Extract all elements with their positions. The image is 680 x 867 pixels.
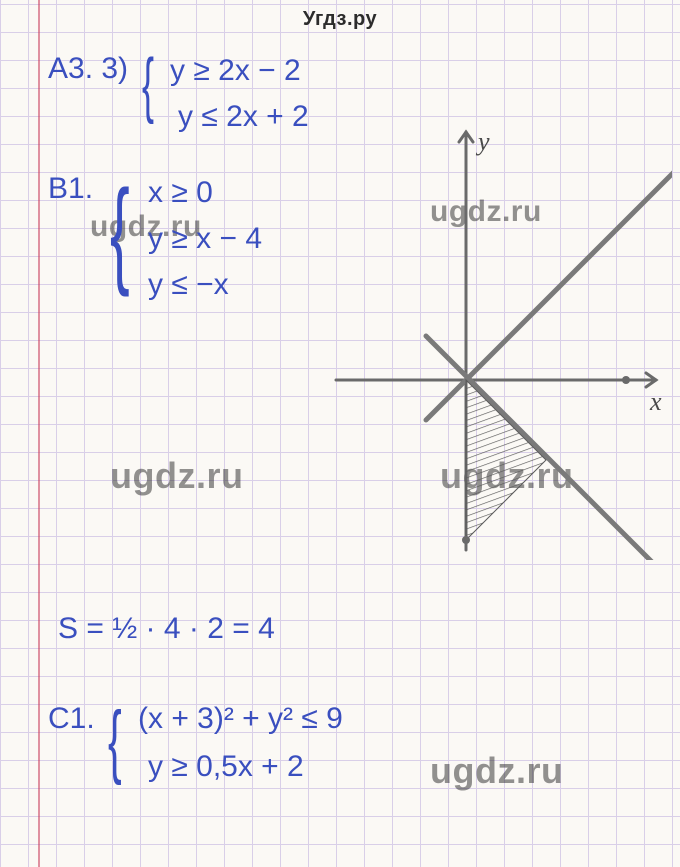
eq-a3-1: y ≥ 2x − 2 [170,54,301,87]
eq-b1-2: y ≥ x − 4 [148,222,262,255]
eq-c1-2: y ≥ 0,5x + 2 [148,750,304,783]
brace-c1: { [108,696,122,786]
eq-c1-1: (x + 3)² + y² ≤ 9 [138,702,343,735]
label-a3: А3. 3) [48,52,128,85]
eq-area: S = ½ · 4 · 2 = 4 [58,612,275,645]
brace-b1: { [110,168,130,298]
brace-a3: { [142,46,154,125]
label-c1: С1. [48,702,95,735]
eq-b1-3: y ≤ −x [148,268,229,301]
svg-text:x: x [649,387,662,416]
label-b1: В1. [48,172,93,205]
coordinate-graph: xy [326,120,672,560]
page-header: Угдз.ру [0,8,680,31]
notebook-margin-line [38,0,40,867]
eq-b1-1: x ≥ 0 [148,176,213,209]
eq-a3-2: y ≤ 2x + 2 [178,100,309,133]
svg-text:y: y [475,127,490,156]
